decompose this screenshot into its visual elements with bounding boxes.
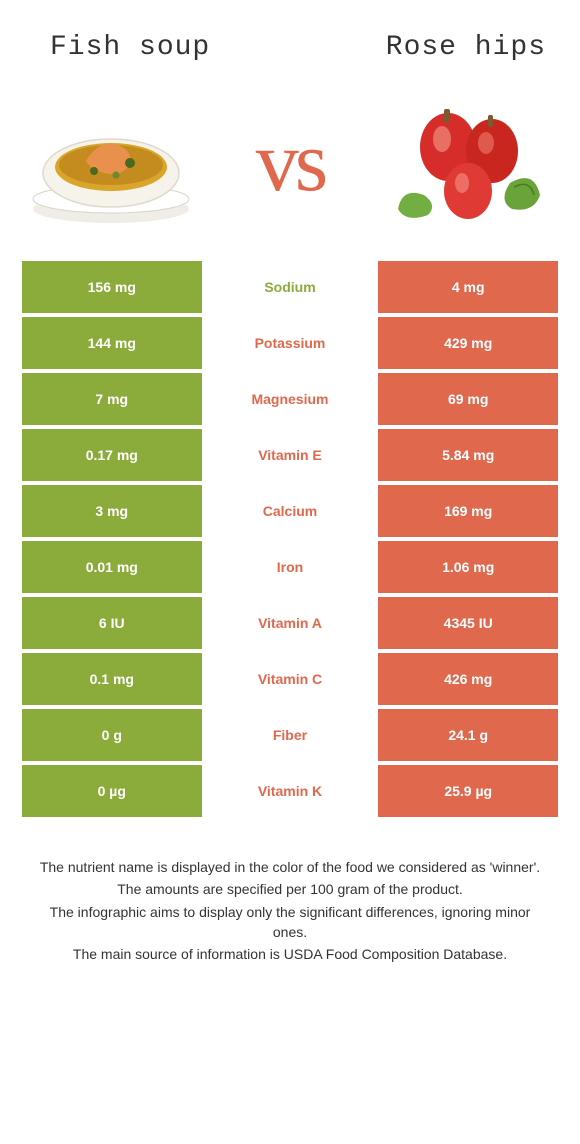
table-row: 0.01 mgIron1.06 mg (22, 541, 558, 593)
nutrient-table: 156 mgSodium4 mg144 mgPotassium429 mg7 m… (22, 261, 558, 817)
nutrient-left-value: 7 mg (22, 373, 202, 425)
nutrient-name: Vitamin K (202, 765, 379, 817)
table-row: 0 gFiber24.1 g (22, 709, 558, 761)
nutrient-right-value: 4 mg (378, 261, 558, 313)
nutrient-right-value: 25.9 µg (378, 765, 558, 817)
nutrient-left-value: 144 mg (22, 317, 202, 369)
table-row: 7 mgMagnesium69 mg (22, 373, 558, 425)
nutrient-right-value: 1.06 mg (378, 541, 558, 593)
nutrient-left-value: 156 mg (22, 261, 202, 313)
footer-line: The main source of information is USDA F… (32, 944, 548, 964)
food-left-title: Fish soup (50, 32, 210, 63)
nutrient-name: Calcium (202, 485, 379, 537)
table-row: 144 mgPotassium429 mg (22, 317, 558, 369)
nutrient-right-value: 24.1 g (378, 709, 558, 761)
nutrient-left-value: 0.1 mg (22, 653, 202, 705)
nutrient-left-value: 0.17 mg (22, 429, 202, 481)
nutrient-name: Magnesium (202, 373, 379, 425)
nutrient-right-value: 4345 IU (378, 597, 558, 649)
food-left-image (26, 91, 196, 231)
table-row: 0.1 mgVitamin C426 mg (22, 653, 558, 705)
footer-line: The nutrient name is displayed in the co… (32, 857, 548, 877)
table-row: 6 IUVitamin A4345 IU (22, 597, 558, 649)
nutrient-name: Vitamin E (202, 429, 379, 481)
footer-line: The infographic aims to display only the… (32, 902, 548, 943)
nutrient-left-value: 6 IU (22, 597, 202, 649)
nutrient-name: Vitamin A (202, 597, 379, 649)
images-row: vs (22, 91, 558, 231)
nutrient-right-value: 426 mg (378, 653, 558, 705)
table-row: 0.17 mgVitamin E5.84 mg (22, 429, 558, 481)
nutrient-name: Vitamin C (202, 653, 379, 705)
nutrient-left-value: 0 g (22, 709, 202, 761)
food-right-image (384, 91, 554, 231)
footer-line: The amounts are specified per 100 gram o… (32, 879, 548, 899)
nutrient-right-value: 69 mg (378, 373, 558, 425)
nutrient-name: Iron (202, 541, 379, 593)
nutrient-left-value: 3 mg (22, 485, 202, 537)
nutrient-left-value: 0.01 mg (22, 541, 202, 593)
nutrient-name: Sodium (202, 261, 379, 313)
nutrient-name: Fiber (202, 709, 379, 761)
nutrient-right-value: 5.84 mg (378, 429, 558, 481)
nutrient-name: Potassium (202, 317, 379, 369)
titles-row: Fish soup Rose hips (22, 32, 558, 63)
table-row: 156 mgSodium4 mg (22, 261, 558, 313)
nutrient-right-value: 169 mg (378, 485, 558, 537)
table-row: 3 mgCalcium169 mg (22, 485, 558, 537)
footer-notes: The nutrient name is displayed in the co… (22, 857, 558, 964)
nutrient-right-value: 429 mg (378, 317, 558, 369)
food-right-title: Rose hips (386, 32, 546, 63)
nutrient-left-value: 0 µg (22, 765, 202, 817)
table-row: 0 µgVitamin K25.9 µg (22, 765, 558, 817)
vs-text: vs (256, 111, 324, 211)
